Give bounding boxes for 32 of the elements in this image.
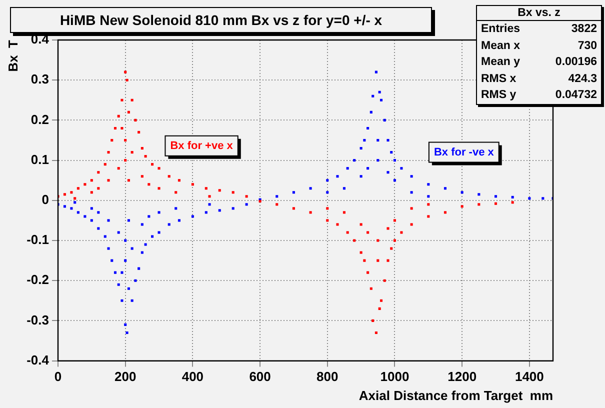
x-axis-title: Axial Distance from Target mm (358, 388, 553, 403)
text: Bx vs. z (477, 6, 601, 21)
text: 0.04732 (555, 88, 597, 103)
y-tick-label: 0.1 (30, 152, 49, 167)
chart-title: HiMB New Solenoid 810 mm Bx vs z for y=0 +/- x (10, 7, 432, 33)
text: 730 (578, 38, 597, 54)
y-axis-title: Bx T (5, 40, 20, 72)
y-tick-label: 0 (42, 192, 49, 207)
annotation: RMS x (481, 72, 516, 86)
text: 3822 (571, 22, 597, 37)
x-tick-label: 800 (316, 369, 338, 384)
y-tick-label: -0.1 (26, 232, 49, 248)
annotation: Mean x (481, 38, 520, 54)
text: 0.00196 (555, 55, 597, 70)
y-tick-label: -0.2 (26, 272, 49, 288)
text: Bx for -ve x (434, 146, 495, 158)
text: 424.3 (568, 72, 597, 86)
annotation: Mean y (481, 55, 520, 70)
annotation: RMS y (481, 88, 516, 103)
text: Entries (481, 22, 520, 37)
x-tick-label: 0 (54, 369, 62, 384)
y-tick-label: 0.3 (30, 72, 49, 87)
y-tick-label: -0.3 (26, 312, 49, 328)
x-tick-label: 1200 (448, 369, 477, 384)
x-tick-label: 200 (114, 369, 136, 384)
x-tick-label: 1400 (514, 369, 544, 384)
series-label: Bx for +ve x (170, 140, 234, 152)
y-tick-label: 0.2 (30, 112, 49, 127)
y-tick-label: -0.4 (26, 352, 50, 368)
x-tick-label: 600 (249, 369, 271, 384)
x-tick-label: 1000 (380, 369, 410, 384)
x-tick-label: 400 (182, 369, 204, 384)
